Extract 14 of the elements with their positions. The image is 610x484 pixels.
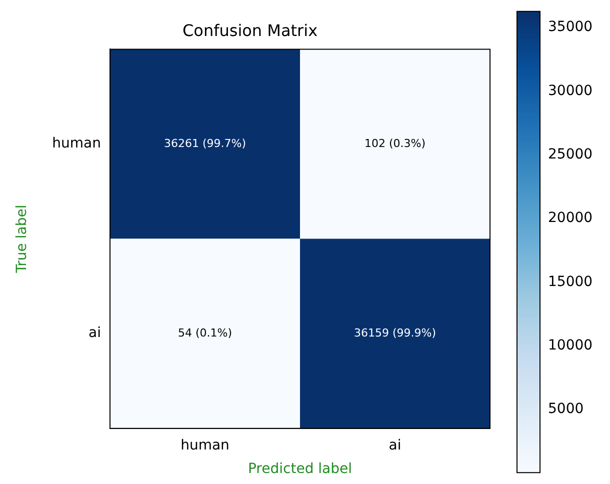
y-axis-title: True label	[14, 204, 30, 274]
x-axis-title: Predicted label	[248, 461, 352, 478]
data-label: 36159 (99.9%)	[354, 326, 436, 340]
data-label: 54 (0.1%)	[178, 326, 232, 340]
color-bar-label: 25000	[548, 146, 593, 162]
color-bar-label: 5000	[548, 401, 584, 418]
data-label: 102 (0.3%)	[364, 136, 426, 150]
color-bar-label: 20000	[548, 210, 593, 226]
color-bar-label: 30000	[548, 82, 593, 99]
color-bar-label: 15000	[548, 274, 593, 290]
color-bar-label: 10000	[548, 338, 593, 354]
chart-title: Confusion Matrix	[182, 20, 318, 40]
color-bar-label: 35000	[548, 19, 593, 36]
data-label: 36261 (99.7%)	[164, 136, 246, 150]
